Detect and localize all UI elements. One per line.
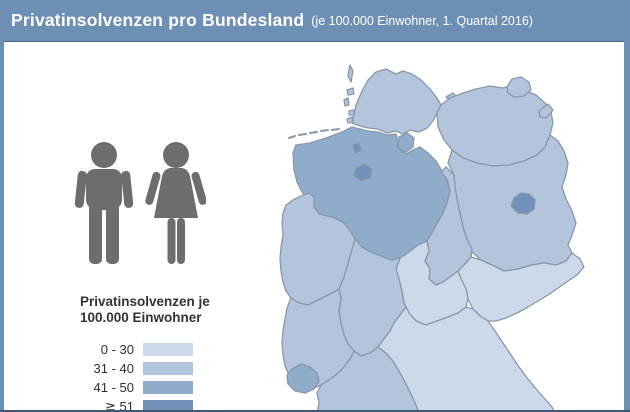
state-hamburg xyxy=(397,132,415,153)
people-icons xyxy=(74,142,206,264)
state-nordstrand-island xyxy=(346,116,354,124)
legend-swatch-51 xyxy=(143,400,193,411)
page-subtitle: (je 100.000 Einwohner, 1. Quartal 2016) xyxy=(311,13,533,28)
state-bremerhaven xyxy=(352,142,362,154)
state-sylt-island xyxy=(347,64,354,83)
bottom-rule xyxy=(0,410,630,412)
legend-label-51: ≧ 51 xyxy=(105,399,134,411)
legend-swatch-0-30 xyxy=(143,343,193,356)
male-icon xyxy=(74,142,134,264)
female-icon xyxy=(145,142,206,264)
legend-row: 41 - 50 xyxy=(4,381,264,394)
state-usedom-island xyxy=(538,103,554,119)
state-saarland xyxy=(286,363,320,394)
state-berlin xyxy=(510,192,536,215)
germany-map xyxy=(279,64,585,411)
legend-row: 31 - 40 xyxy=(4,362,264,375)
legend-row: ≧ 51 xyxy=(4,400,264,411)
legend-swatch-31-40 xyxy=(143,362,193,375)
east-frisian-islands xyxy=(288,128,340,139)
page-title: Privatinsolvenzen pro Bundesland xyxy=(11,10,305,30)
state-pellworm-island xyxy=(348,109,355,116)
legend-row: 0 - 30 xyxy=(4,343,264,356)
state-foehr-island xyxy=(346,87,355,96)
legend-label-0-30: 0 - 30 xyxy=(100,342,134,357)
state-amrum-island xyxy=(343,97,350,107)
header-bar: Privatinsolvenzen pro Bundesland (je 100… xyxy=(0,0,630,41)
legend-title: Privatinsolvenzen je 100.000 Einwohner xyxy=(80,294,210,326)
legend-title-line2: 100.000 Einwohner xyxy=(80,310,202,325)
content-card: Privatinsolvenzen je 100.000 Einwohner 0… xyxy=(4,41,624,411)
state-bremen xyxy=(353,163,373,182)
legend-label-41-50: 41 - 50 xyxy=(93,380,134,395)
legend-label-31-40: 31 - 40 xyxy=(93,361,134,376)
legend-swatch-41-50 xyxy=(143,381,193,394)
state-schleswig-holstein xyxy=(351,68,442,135)
legend-title-line1: Privatinsolvenzen je xyxy=(80,294,210,309)
state-bayern xyxy=(377,306,555,411)
state-nordrhein-westfalen xyxy=(279,192,356,306)
state-ruegen-island xyxy=(506,76,532,98)
